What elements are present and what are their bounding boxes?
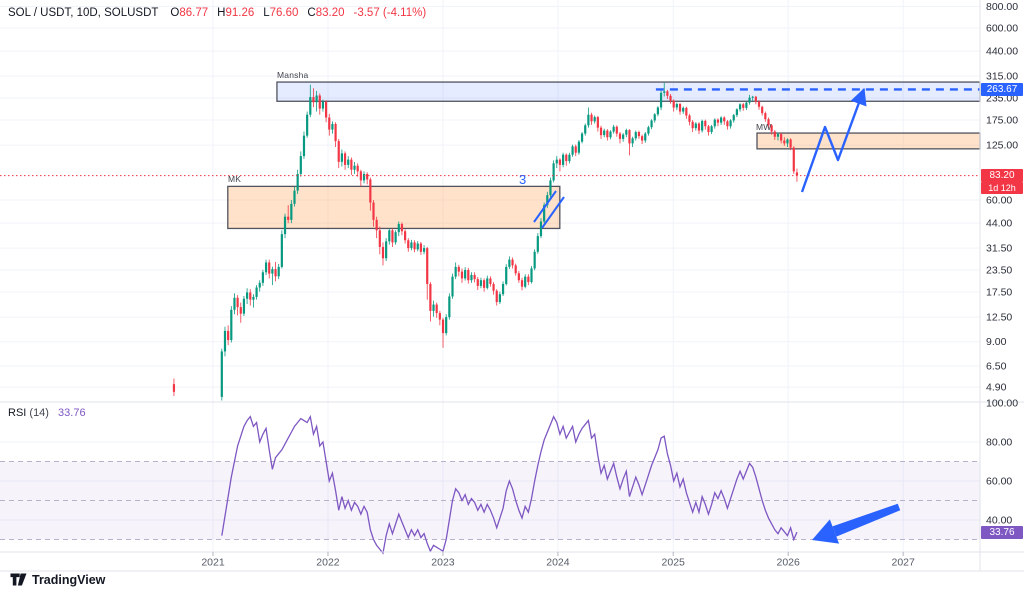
svg-text:4.90: 4.90	[986, 382, 1007, 394]
user-drawings[interactable]	[533, 87, 867, 229]
svg-text:2021: 2021	[201, 557, 225, 569]
svg-text:2023: 2023	[431, 557, 455, 569]
svg-text:80.00: 80.00	[986, 437, 1012, 449]
candlestick-series[interactable]	[172, 82, 799, 401]
price-axis[interactable]: 800.00600.00440.00315.00235.00175.00125.…	[986, 1, 1018, 526]
rsi-line	[221, 414, 798, 555]
svg-text:100.00: 100.00	[986, 398, 1018, 410]
rsi-pane[interactable]	[0, 414, 980, 555]
target-price-badge: 263.67	[981, 83, 1023, 96]
svg-text:315.00: 315.00	[986, 71, 1018, 83]
svg-text:800.00: 800.00	[986, 1, 1018, 13]
svg-text:44.00: 44.00	[986, 218, 1012, 230]
rsi-value: 33.76	[58, 407, 86, 419]
symbol-title[interactable]: SOL / USDT, 10D, SOLUSDT	[8, 7, 159, 19]
svg-text:6.50: 6.50	[986, 361, 1007, 373]
svg-text:2022: 2022	[316, 557, 340, 569]
high-value: H91.26	[217, 7, 255, 19]
supply-demand-zones[interactable]	[227, 81, 981, 230]
tradingview-logo[interactable]: TradingView	[10, 572, 105, 587]
rsi-name: RSI	[8, 407, 27, 419]
projection-arrow	[800, 87, 867, 193]
svg-text:40.00: 40.00	[986, 515, 1012, 527]
open-value: O86.77	[170, 7, 209, 19]
zone-mk	[227, 185, 561, 230]
grid-lines	[0, 0, 980, 552]
svg-text:60.00: 60.00	[986, 195, 1012, 207]
rsi-value-badge: 33.76	[981, 526, 1023, 539]
ohlc-legend: SOL / USDT, 10D, SOLUSDT O86.77 H91.26 L76.…	[8, 7, 426, 19]
svg-text:175.00: 175.00	[986, 115, 1018, 127]
svg-text:12.50: 12.50	[986, 312, 1012, 324]
time-axis[interactable]: 2021 2022 2023 2024 2025 2026 2027	[201, 552, 915, 569]
low-value: L76.60	[263, 7, 299, 19]
svg-text:31.50: 31.50	[986, 243, 1012, 255]
svg-text:2025: 2025	[662, 557, 686, 569]
svg-text:23.50: 23.50	[986, 265, 1012, 277]
tradingview-logo-text: TradingView	[32, 572, 106, 587]
svg-text:2024: 2024	[546, 557, 570, 569]
svg-text:440.00: 440.00	[986, 46, 1018, 58]
svg-text:2026: 2026	[777, 557, 801, 569]
bar-countdown-badge: 1d 12h	[981, 182, 1023, 194]
svg-text:2027: 2027	[891, 557, 915, 569]
wave-3-annotation[interactable]: 3	[519, 172, 527, 187]
rsi-arrow-shaft	[832, 503, 901, 537]
tradingview-logo-icon	[10, 573, 27, 586]
zone-label-mw[interactable]: MW	[756, 122, 772, 132]
svg-text:125.00: 125.00	[986, 140, 1018, 152]
svg-text:9.00: 9.00	[986, 336, 1007, 348]
zone-label-mk[interactable]: MK	[228, 174, 242, 184]
close-value: C83.20	[307, 7, 345, 19]
rsi-arrow-head	[812, 519, 840, 544]
change-value: -3.57 (-4.11%)	[353, 7, 427, 19]
svg-text:600.00: 600.00	[986, 23, 1018, 35]
svg-text:17.50: 17.50	[986, 287, 1012, 299]
rsi-params: (14)	[29, 407, 49, 419]
zone-label-mansha[interactable]: Mansha	[277, 70, 309, 80]
svg-text:60.00: 60.00	[986, 476, 1012, 488]
zone-mansha	[276, 81, 981, 102]
rsi-legend[interactable]: RSI (14) 33.76	[8, 407, 86, 419]
last-price-badge: 83.20	[981, 169, 1023, 182]
